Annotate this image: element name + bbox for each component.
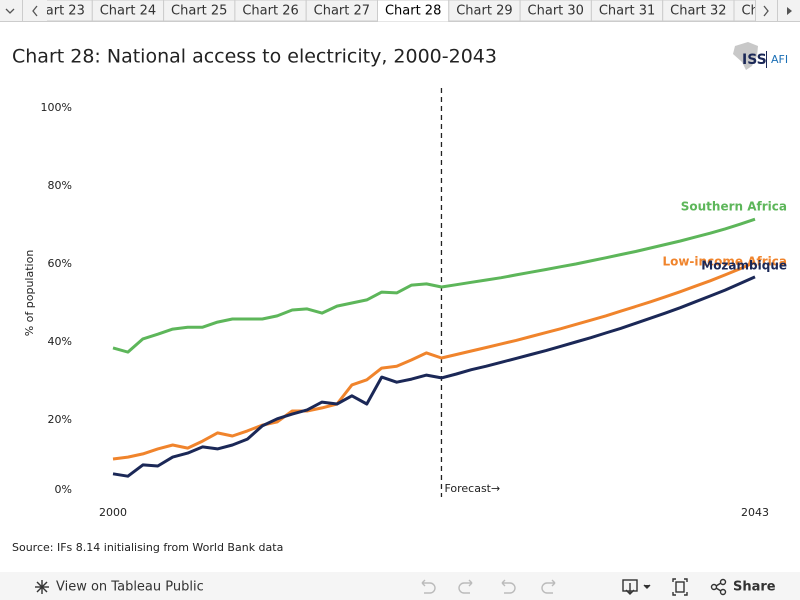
- tab-label[interactable]: Chart 30: [528, 4, 584, 19]
- plot-area: 0% 20% 40% 60% 80% 100% 2000 2043 Forecast→ South…: [41, 88, 787, 519]
- tab-label[interactable]: Chart 32: [670, 4, 726, 19]
- series-line: [112, 275, 756, 478]
- tab-label[interactable]: Chart 26: [242, 4, 298, 19]
- x-tick-label: 2000: [99, 506, 127, 519]
- series-label: Mozambique: [701, 259, 787, 273]
- tab-label[interactable]: Chart 27: [314, 4, 370, 19]
- logo-sub: AFI: [771, 53, 788, 66]
- tab-list: Chart 23 Chart 24 Chart 25 Chart 26 Chart 27…: [21, 0, 800, 22]
- tab[interactable]: Chart 28: [377, 0, 450, 22]
- y-tick-label: 100%: [41, 101, 72, 114]
- logo: ISS AFI: [733, 42, 788, 70]
- tab-label[interactable]: Chart 25: [171, 4, 227, 19]
- tab[interactable]: Chart 27: [305, 0, 379, 22]
- tab-label[interactable]: Chart 29: [456, 4, 512, 19]
- footer-bar: [0, 572, 800, 600]
- series-line: [112, 260, 756, 461]
- tab[interactable]: Chart 26: [234, 0, 307, 22]
- tab[interactable]: Chart 32: [662, 0, 735, 22]
- chart-title: Chart 28: National access to electricity…: [12, 46, 497, 68]
- tab-label[interactable]: Chart 23: [28, 4, 85, 19]
- tab[interactable]: Chart 29: [448, 0, 521, 22]
- x-tick-label: 2043: [741, 506, 769, 519]
- forecast-label: Forecast→: [444, 482, 500, 495]
- tab[interactable]: Chart 24: [91, 0, 165, 22]
- view-link[interactable]: View on Tableau Public: [56, 580, 204, 595]
- tab[interactable]: Chart 33: [733, 0, 800, 22]
- y-tick-label: 80%: [48, 179, 72, 192]
- toolbar-actions[interactable]: [622, 578, 727, 596]
- tab[interactable]: Chart 31: [590, 0, 664, 22]
- view-on-tableau[interactable]: View on Tableau Public: [35, 580, 204, 595]
- tab-nav-right[interactable]: [755, 0, 800, 22]
- tab[interactable]: Chart 23: [21, 0, 93, 22]
- y-tick-label: 60%: [48, 257, 72, 270]
- source-note: Source: IFs 8.14 initialising from World…: [12, 541, 283, 554]
- y-tick-label: 20%: [48, 413, 72, 426]
- tab-label[interactable]: Chart 24: [100, 4, 156, 19]
- series-label: Southern Africa: [681, 200, 787, 214]
- tab-nav-left[interactable]: [5, 0, 38, 22]
- series-line: [112, 217, 756, 354]
- y-tick-label: 0%: [55, 483, 72, 496]
- share-button[interactable]: Share: [733, 580, 776, 595]
- logo-main: ISS: [742, 52, 767, 68]
- tab[interactable]: Chart 25: [163, 0, 236, 22]
- tab-box[interactable]: [733, 0, 800, 22]
- series-label: Low-income Africa: [662, 255, 787, 269]
- toolbar-icons: [421, 579, 556, 594]
- tab-label[interactable]: Chart 28: [385, 4, 441, 19]
- tab-label[interactable]: Chart 31: [599, 4, 655, 19]
- y-axis-title: % of population: [23, 250, 36, 337]
- y-tick-label: 40%: [48, 335, 72, 348]
- tab-label[interactable]: Chart 33: [741, 4, 797, 19]
- tab[interactable]: Chart 30: [519, 0, 592, 22]
